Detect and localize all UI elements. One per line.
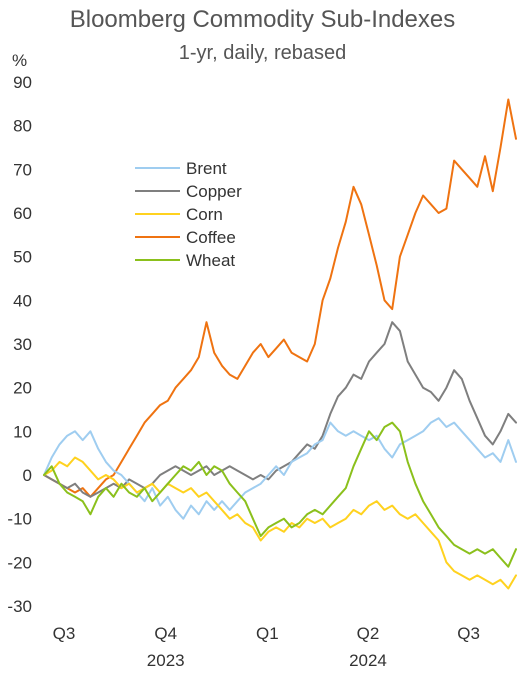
y-tick-label: -30: [7, 597, 32, 616]
y-tick-label: -10: [7, 510, 32, 529]
y-axis: 90 80 70 60 50 40 30 20 10 0 -10 -20 -30: [7, 73, 32, 616]
series-line-wheat: [43, 421, 517, 568]
series-line-brent: [43, 417, 517, 520]
y-tick-label: 30: [13, 335, 32, 354]
series-line-corn: [43, 456, 517, 590]
x-tick-label: Q2: [357, 624, 380, 643]
x-tick-label: Q3: [457, 624, 480, 643]
y-tick-label: 20: [13, 379, 32, 398]
x-tick-label: Q4: [154, 624, 177, 643]
y-tick-label: 70: [13, 160, 32, 179]
y-tick-label: 10: [13, 422, 32, 441]
y-tick-label: 50: [13, 248, 32, 267]
legend: Brent Copper Corn Coffee Wheat: [135, 159, 242, 270]
x-year-label: 2023: [147, 651, 185, 670]
series-lines: [43, 98, 517, 590]
legend-label-coffee: Coffee: [186, 228, 236, 247]
y-tick-label: 60: [13, 204, 32, 223]
legend-label-corn: Corn: [186, 205, 223, 224]
y-tick-label: 0: [23, 466, 32, 485]
x-year-label: 2024: [349, 651, 387, 670]
y-tick-label: 40: [13, 291, 32, 310]
y-axis-label: %: [12, 51, 27, 70]
chart-title: Bloomberg Commodity Sub-Indexes: [69, 6, 456, 33]
legend-label-brent: Brent: [186, 159, 227, 178]
x-tick-label: Q1: [256, 624, 279, 643]
chart-subtitle: 1-yr, daily, rebased: [178, 42, 347, 64]
y-tick-label: 80: [13, 117, 32, 136]
legend-label-wheat: Wheat: [186, 251, 235, 270]
y-tick-label: -20: [7, 553, 32, 572]
x-tick-label: Q3: [53, 624, 76, 643]
series-line-coffee: [43, 98, 517, 498]
x-axis: Q3 Q4 Q1 Q2 Q3 2023 2024: [53, 624, 480, 670]
legend-label-copper: Copper: [186, 182, 242, 201]
y-tick-label: 90: [13, 73, 32, 92]
